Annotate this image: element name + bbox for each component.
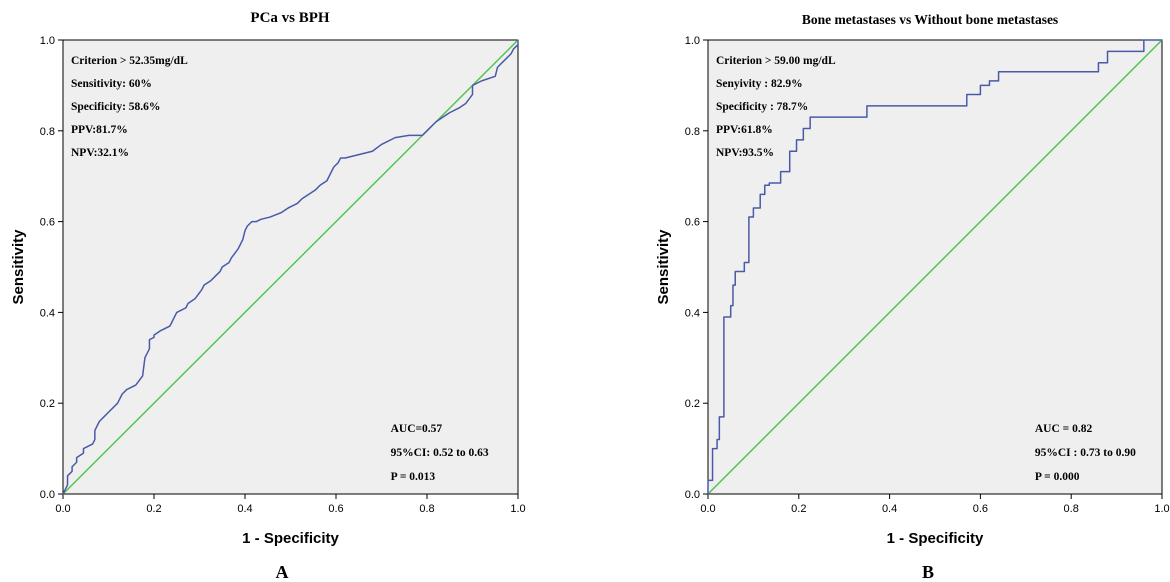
y-axis-label: Sensitivity [10, 229, 27, 305]
reference-line [707, 39, 1163, 495]
x-axis-label: 1 - Specificity [242, 530, 339, 547]
x-tick-label: 0.4 [237, 503, 252, 515]
x-tick-label: 0.4 [882, 503, 897, 515]
y-tick-label: 0.6 [685, 217, 700, 229]
panel-label: B [922, 562, 934, 582]
y-tick-label: 1.0 [685, 35, 700, 47]
x-tick-label: 0.0 [55, 503, 70, 515]
panel-label: A [276, 562, 289, 582]
annotation-bottom: AUC = 0.82 [1035, 423, 1093, 435]
annotation-bottom: 95%CI: 0.52 to 0.63 [391, 447, 489, 459]
annotation-top: Senyivity : 82.9% [716, 78, 803, 90]
y-tick-label: 1.0 [40, 35, 55, 47]
chart-title: PCa vs BPH [250, 10, 330, 26]
annotation-bottom: P = 0.000 [1035, 471, 1080, 483]
annotation-top: Criterion > 59.00 mg/dL [716, 55, 836, 67]
annotation-top: Specificity: 58.6% [71, 101, 160, 113]
x-tick-label: 0.8 [419, 503, 434, 515]
annotation-top: Specificity : 78.7% [716, 101, 808, 113]
x-tick-label: 0.8 [1064, 503, 1079, 515]
annotation-top: PPV:81.7% [71, 124, 128, 136]
y-tick-label: 0.2 [685, 398, 700, 410]
x-tick-label: 0.2 [791, 503, 806, 515]
annotation-top: NPV:32.1% [71, 147, 129, 159]
annotation-bottom: AUC=0.57 [391, 423, 443, 435]
x-tick-label: 1.0 [510, 503, 525, 515]
roc-curve [707, 39, 1162, 494]
y-tick-label: 0.4 [685, 307, 700, 319]
x-tick-label: 0.6 [973, 503, 988, 515]
y-tick-label: 0.2 [40, 398, 55, 410]
annotation-top: Criterion > 52.35mg/dL [71, 55, 188, 67]
annotation-bottom: 95%CI : 0.73 to 0.90 [1035, 447, 1136, 459]
chart-title: Bone metastases vs Without bone metastas… [802, 12, 1058, 27]
reference-line [62, 39, 519, 495]
x-tick-label: 0.0 [700, 503, 715, 515]
roc-panel-a: PCa vs BPH 0.0 0.2 0.4 0.6 0.8 1.0 0.0 0.2 0.4 0.6… [10, 10, 526, 582]
y-tick-label: 0.0 [40, 489, 55, 501]
annotation-bottom: P = 0.013 [391, 471, 436, 483]
x-axis-label: 1 - Specificity [887, 530, 984, 547]
y-tick-label: 0.0 [685, 489, 700, 501]
x-tick-label: 0.2 [146, 503, 161, 515]
roc-panel-b: Bone metastases vs Without bone metastas… [655, 12, 1170, 582]
y-tick-label: 0.8 [40, 126, 55, 138]
annotation-top: Sensitivity: 60% [71, 78, 152, 90]
roc-curve [62, 40, 519, 495]
annotation-top: NPV:93.5% [716, 147, 774, 159]
y-tick-label: 0.6 [40, 217, 55, 229]
x-tick-label: 1.0 [1154, 503, 1169, 515]
y-axis-label: Sensitivity [655, 229, 672, 305]
x-tick-label: 0.6 [328, 503, 343, 515]
y-tick-label: 0.8 [685, 126, 700, 138]
annotation-top: PPV:61.8% [716, 124, 773, 136]
y-tick-label: 0.4 [40, 307, 55, 319]
